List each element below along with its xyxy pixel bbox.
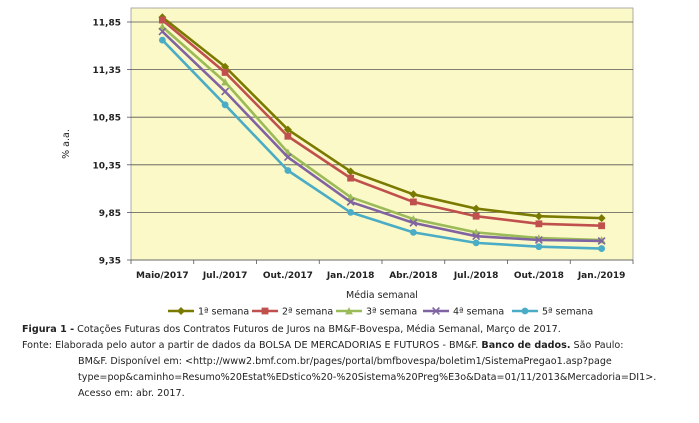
series-line bbox=[161, 16, 602, 220]
series-2 bbox=[158, 16, 606, 230]
figure-caption: Figura 1 - Cotações Futuras dos Contrato… bbox=[22, 322, 682, 402]
data-point bbox=[346, 167, 355, 176]
source-label: Fonte: bbox=[22, 340, 53, 351]
y-axis-title: % a.a. bbox=[61, 129, 72, 159]
figure-text: Cotações Futuras dos Contratos Futuros d… bbox=[74, 324, 561, 335]
series-4 bbox=[158, 27, 606, 245]
data-point bbox=[534, 236, 543, 244]
x-tick-label: Out./2018 bbox=[514, 271, 564, 281]
data-point bbox=[221, 62, 230, 71]
x-tick-label: Jul./2017 bbox=[202, 271, 248, 281]
y-tick-label: 10,85 bbox=[93, 114, 121, 124]
data-point bbox=[221, 87, 230, 96]
y-tick-label: 10,35 bbox=[93, 161, 121, 171]
source-line-2: BM&F. Disponível em: <http://www2.bmf.co… bbox=[78, 356, 612, 367]
legend-swatch-marker bbox=[345, 307, 353, 315]
legend-swatch-marker bbox=[521, 307, 529, 315]
x-tick-label: Jan./2018 bbox=[326, 271, 375, 281]
series-line bbox=[161, 19, 602, 228]
legend-item: 4ª semana bbox=[423, 307, 504, 318]
series-line bbox=[161, 30, 602, 243]
data-point bbox=[346, 197, 355, 206]
data-point bbox=[472, 232, 481, 241]
data-point bbox=[409, 190, 418, 199]
data-point bbox=[347, 174, 355, 182]
y-tick-label: 11,35 bbox=[93, 66, 121, 76]
legend-label: 3ª semana bbox=[366, 307, 417, 318]
data-point bbox=[534, 212, 543, 221]
data-point bbox=[284, 167, 292, 174]
data-point bbox=[409, 198, 417, 206]
data-point bbox=[221, 78, 230, 86]
data-point bbox=[597, 214, 606, 223]
x-tick-label: Out./2017 bbox=[263, 271, 313, 281]
data-point bbox=[472, 239, 480, 247]
data-point bbox=[598, 245, 606, 252]
data-point bbox=[409, 218, 418, 227]
data-point bbox=[409, 228, 417, 236]
line-chart: 9,35 9,85 10,35 10,85 11,35 11,85 Maio/2017 Ju… bbox=[61, 7, 634, 318]
legend-label: 1ª semana bbox=[198, 307, 249, 318]
source-line-4: Acesso em: abr. 2017. bbox=[78, 388, 185, 399]
data-point bbox=[284, 132, 292, 140]
legend-item: 3ª semana bbox=[336, 307, 417, 318]
x-tick-label: Jul./2018 bbox=[453, 271, 499, 281]
source-after-bold: São Paulo: bbox=[570, 340, 624, 351]
data-point bbox=[535, 243, 543, 251]
data-point bbox=[283, 153, 292, 162]
figure-label: Figura 1 - bbox=[22, 324, 75, 335]
legend-swatch-marker bbox=[177, 307, 185, 315]
legend-item: 5ª semana bbox=[512, 307, 593, 318]
data-point bbox=[346, 193, 355, 201]
data-point bbox=[158, 22, 167, 31]
x-tick-label: Abr./2018 bbox=[389, 271, 437, 281]
x-axis-title: Média semanal bbox=[346, 290, 418, 301]
y-tick-label: 9,35 bbox=[99, 257, 121, 267]
y-tick-label: 9,85 bbox=[99, 209, 121, 219]
plot-area bbox=[130, 7, 634, 261]
legend-swatch-marker bbox=[432, 307, 440, 315]
series-line bbox=[161, 39, 602, 250]
x-tick-label: Jan./2019 bbox=[577, 271, 626, 281]
x-tick-label: Maio/2017 bbox=[136, 271, 189, 281]
legend-swatch-marker bbox=[261, 307, 269, 315]
data-point bbox=[597, 236, 606, 245]
source-line: Fonte: Elaborada pelo autor a partir de … bbox=[22, 338, 682, 354]
data-point bbox=[221, 69, 229, 76]
legend-item: 1ª semana bbox=[168, 307, 249, 318]
data-point bbox=[472, 204, 481, 213]
legend-label: 2ª semana bbox=[282, 307, 333, 318]
legend-item: 2ª semana bbox=[252, 307, 333, 318]
series-5 bbox=[158, 36, 606, 252]
series-group bbox=[158, 13, 606, 252]
legend-label: 5ª semana bbox=[542, 307, 593, 318]
legend: 1ª semana 2ª semana 3ª semana 4ª semana 5ª s… bbox=[168, 307, 593, 318]
x-axis-ticks: Maio/2017 Jul./2017 Out./2017 Jan./2018 Abr.… bbox=[130, 260, 634, 281]
legend-label: 4ª semana bbox=[453, 307, 504, 318]
series-1 bbox=[158, 13, 606, 223]
source-bold: Banco de dados. bbox=[481, 340, 571, 351]
source-text: Elaborada pelo autor a partir de dados d… bbox=[52, 340, 482, 351]
data-point bbox=[158, 16, 166, 24]
y-tick-label: 11,85 bbox=[93, 19, 121, 29]
data-point bbox=[347, 209, 355, 216]
y-axis-ticks: 9,35 9,85 10,35 10,85 11,35 11,85 bbox=[93, 19, 131, 267]
figure-title: Figura 1 - Cotações Futuras dos Contrato… bbox=[22, 322, 682, 338]
data-point bbox=[158, 27, 167, 36]
data-point bbox=[598, 222, 606, 230]
source-line-3: type=pop&caminho=Resumo%20Estat%EDstico%… bbox=[78, 372, 657, 383]
data-point bbox=[283, 125, 292, 134]
data-point bbox=[221, 101, 229, 109]
data-point bbox=[535, 220, 543, 228]
data-point bbox=[158, 36, 166, 44]
gridlines bbox=[131, 21, 633, 261]
series-line bbox=[161, 25, 602, 242]
data-point bbox=[472, 212, 480, 220]
